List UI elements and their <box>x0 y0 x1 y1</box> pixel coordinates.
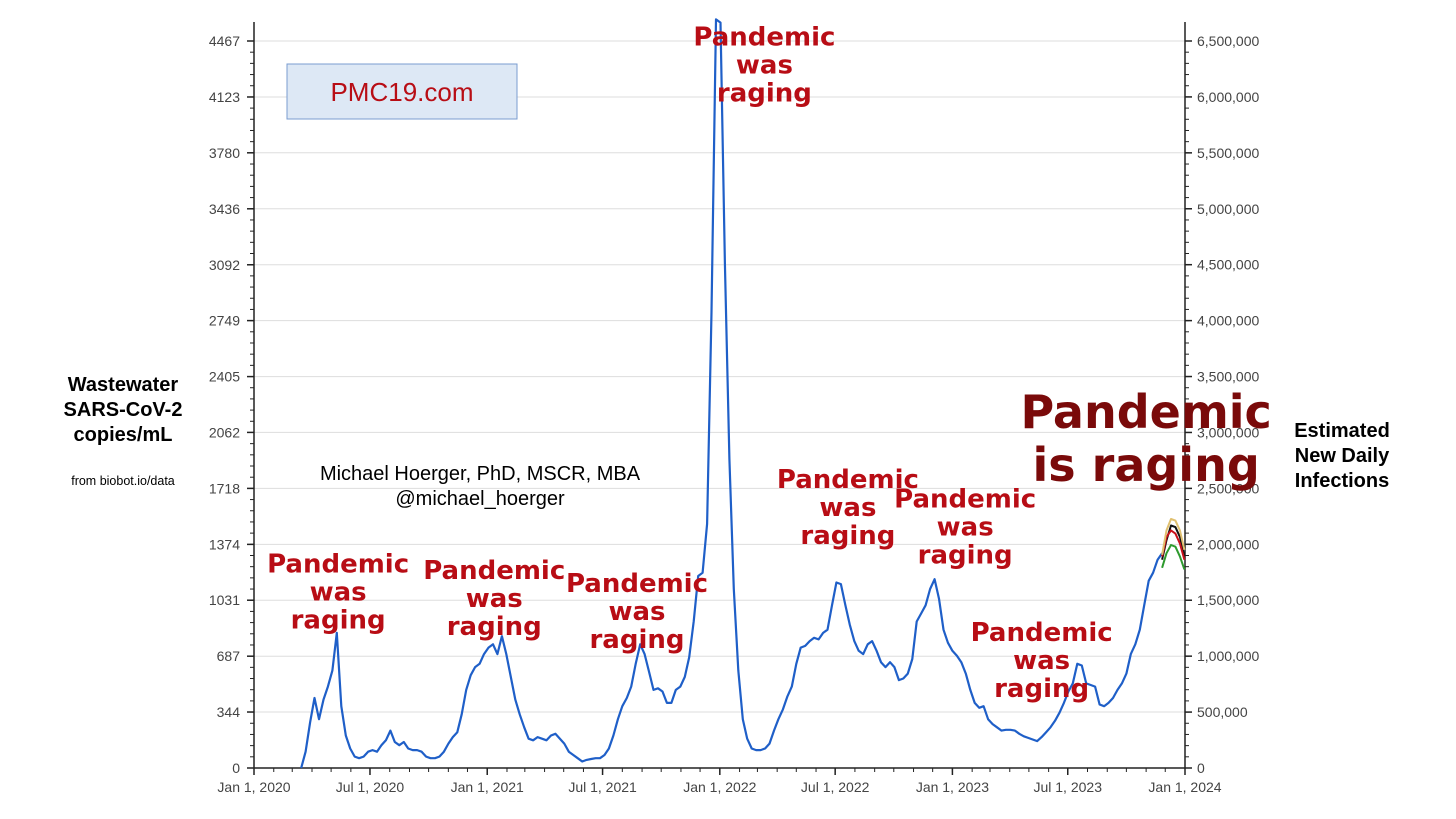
right-axis-tick-label: 500,000 <box>1197 704 1248 720</box>
headline-text: Pandemic <box>1020 385 1271 439</box>
left-axis-tick-label: 0 <box>232 760 240 776</box>
x-axis-tick-label: Jan 1, 2024 <box>1148 779 1221 795</box>
annotation-text: raging <box>589 625 684 655</box>
left-axis-tick-label: 3092 <box>209 257 240 273</box>
annotation-text: was <box>310 578 367 608</box>
right-axis-title-line-2: New Daily <box>1295 445 1390 467</box>
right-axis-tick-label: 3,500,000 <box>1197 369 1259 385</box>
left-axis-tick-label: 3436 <box>209 201 240 217</box>
right-axis-title-line-3: Infections <box>1295 470 1389 492</box>
annotation-text: was <box>819 493 876 523</box>
credit: Michael Hoerger, PhD, MSCR, MBA @michael… <box>320 463 641 510</box>
x-axis-tick-label: Jan 1, 2023 <box>916 779 989 795</box>
x-axis-tick-label: Jul 1, 2022 <box>801 779 870 795</box>
annotation-text: was <box>608 597 665 627</box>
annotation-text: Pandemic <box>777 465 919 495</box>
brand-box-background <box>286 63 518 120</box>
left-axis-tick-label: 1031 <box>209 592 240 608</box>
headline-text: is raging <box>1032 438 1259 492</box>
brand-box: PMC19.com <box>286 63 518 120</box>
annotation-text: was <box>937 513 994 543</box>
annotation-text: raging <box>447 612 542 642</box>
gridlines <box>254 40 1185 713</box>
left-axis-tick-label: 1718 <box>209 480 240 496</box>
right-axis-tick-label: 2,000,000 <box>1197 536 1259 552</box>
x-axis-tick-label: Jan 1, 2021 <box>451 779 524 795</box>
annotation-text: Pandemic <box>894 485 1036 515</box>
brand-text: PMC19.com <box>330 77 473 107</box>
left-axis-tick-label: 1374 <box>209 536 240 552</box>
right-axis-tick-label: 5,500,000 <box>1197 145 1259 161</box>
right-axis-tick-label: 4,000,000 <box>1197 313 1259 329</box>
left-axis-title-line-1: Wastewater <box>68 374 179 396</box>
x-axis-tick-label: Jan 1, 2020 <box>217 779 290 795</box>
right-axis-tick-label: 3,000,000 <box>1197 424 1259 440</box>
left-axis-title-line-3: copies/mL <box>74 424 173 446</box>
right-axis-tick-label: 0 <box>1197 760 1205 776</box>
annotation-text: raging <box>717 78 812 108</box>
credit-author: Michael Hoerger, PhD, MSCR, MBA <box>320 463 641 485</box>
right-axis-tick-label: 6,500,000 <box>1197 33 1259 49</box>
left-axis-tick-label: 3780 <box>209 145 240 161</box>
forecast-line-0 <box>1161 544 1186 570</box>
right-axis-tick-label: 4,500,000 <box>1197 257 1259 273</box>
right-axis-tick-label: 6,000,000 <box>1197 89 1259 105</box>
x-axis-tick-label: Jul 1, 2023 <box>1033 779 1102 795</box>
left-axis-title-line-2: SARS-CoV-2 <box>64 399 183 421</box>
left-axis-tick-label: 4467 <box>209 33 240 49</box>
series-line-0 <box>300 18 1164 769</box>
right-axis-tick-label: 2,500,000 <box>1197 480 1259 496</box>
forecast-line-2 <box>1161 529 1186 560</box>
x-axis-tick-label: Jul 1, 2021 <box>568 779 637 795</box>
axes <box>247 22 1192 775</box>
annotation-text: raging <box>800 521 895 551</box>
left-axis-tick-label: 2062 <box>209 424 240 440</box>
annotation-text: Pandemic <box>267 550 409 580</box>
credit-handle: @michael_hoerger <box>395 488 565 510</box>
right-axis-tick-label: 5,000,000 <box>1197 201 1259 217</box>
annotation-text: raging <box>994 674 1089 704</box>
tick-labels: 0 344 687 1031 1374 1718 2062 2405 2749 3092 3436 3… <box>209 33 1260 795</box>
annotation-text: Pandemic <box>693 22 835 52</box>
x-axis-tick-label: Jul 1, 2020 <box>336 779 405 795</box>
left-axis-tick-label: 344 <box>217 704 241 720</box>
right-axis-title: Estimated New Daily Infections <box>1294 420 1390 492</box>
left-axis-tick-label: 687 <box>217 648 241 664</box>
right-axis-title-line-1: Estimated <box>1294 420 1390 442</box>
forecast-line-3 <box>1161 518 1186 555</box>
left-axis-tick-label: 2405 <box>209 369 240 385</box>
annotation-text: raging <box>291 606 386 636</box>
annotation-text: Pandemic <box>566 569 708 599</box>
left-axis-tick-label: 4123 <box>209 89 240 105</box>
right-axis-tick-label: 1,500,000 <box>1197 592 1259 608</box>
annotation-text: was <box>736 50 793 80</box>
left-axis-tick-label: 2749 <box>209 313 240 329</box>
left-axis-title: Wastewater SARS-CoV-2 copies/mL from bio… <box>64 374 183 488</box>
annotation-text: Pandemic <box>971 618 1113 648</box>
x-axis-tick-label: Jan 1, 2022 <box>683 779 756 795</box>
source-note: from biobot.io/data <box>71 474 175 488</box>
right-axis-tick-label: 1,000,000 <box>1197 648 1259 664</box>
annotation-text: raging <box>918 541 1013 571</box>
annotation-text: Pandemic <box>423 556 565 586</box>
series <box>300 18 1186 769</box>
annotations: PandemicwasragingPandemicwasragingPandem… <box>267 22 1272 704</box>
annotation-text: was <box>466 584 523 614</box>
annotation-text: was <box>1013 646 1070 676</box>
